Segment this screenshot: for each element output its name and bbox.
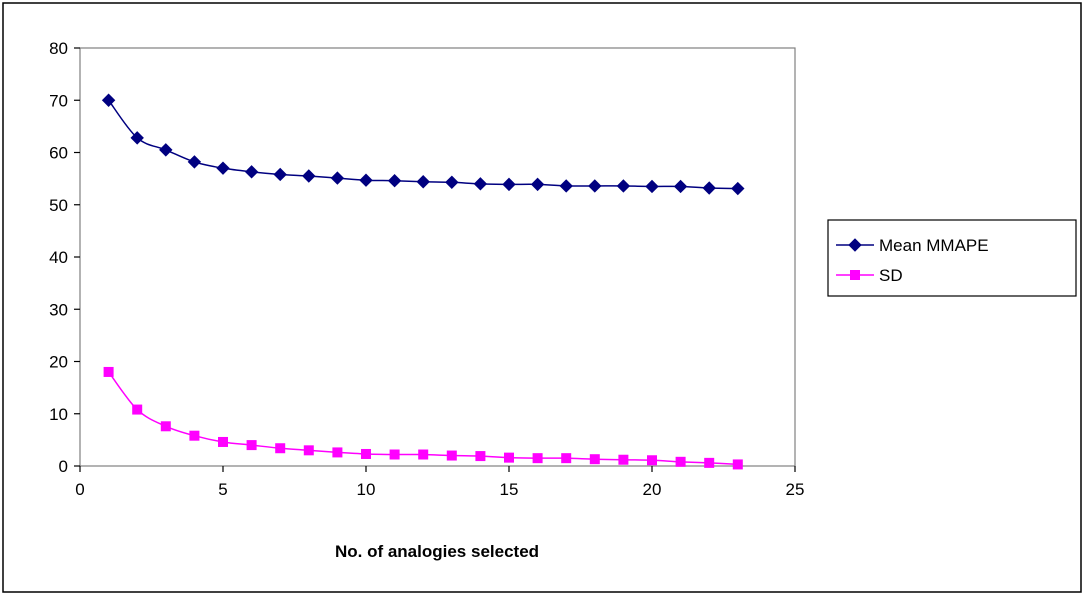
data-point-sd: [275, 443, 286, 454]
data-point-mean-mmape: [616, 179, 631, 193]
series-sd: [103, 366, 743, 470]
x-axis-title: No. of analogies selected: [335, 542, 539, 561]
data-point-mean-mmape: [731, 181, 745, 196]
data-point-sd: [446, 450, 457, 461]
data-point-sd: [389, 449, 400, 460]
data-point-sd: [160, 421, 171, 432]
data-point-sd: [246, 440, 257, 451]
data-point-mean-mmape: [445, 175, 459, 189]
data-point-mean-mmape: [702, 181, 716, 195]
legend-item-mean-mmape: Mean MMAPE: [836, 236, 989, 255]
data-point-mean-mmape: [187, 155, 202, 169]
data-point-mean-mmape: [130, 131, 144, 145]
data-point-mean-mmape: [159, 143, 173, 157]
data-point-mean-mmape: [473, 177, 488, 191]
data-point-sd: [561, 453, 572, 464]
data-point-sd: [732, 459, 743, 470]
legend-label-sd: SD: [879, 266, 903, 285]
data-point-sd: [103, 366, 114, 377]
legend-label-mean-mmape: Mean MMAPE: [879, 236, 989, 255]
y-tick-label: 40: [49, 248, 68, 267]
data-point-sd: [132, 404, 143, 415]
legend-marker-sd: [850, 270, 860, 280]
data-point-sd: [475, 451, 486, 462]
data-point-mean-mmape: [359, 173, 373, 187]
data-point-mean-mmape: [530, 177, 545, 192]
x-axis: 0 5 10 15 20 25: [75, 466, 804, 499]
data-point-mean-mmape: [330, 171, 345, 185]
data-point-mean-mmape: [502, 177, 516, 192]
y-tick-label: 70: [49, 91, 68, 110]
data-point-sd: [418, 449, 429, 460]
data-point-mean-mmape: [645, 179, 659, 194]
data-point-sd: [218, 436, 228, 447]
data-point-mean-mmape: [302, 169, 316, 183]
y-tick-label: 80: [49, 39, 68, 58]
legend-marker-mean-mmape: [848, 238, 862, 252]
data-point-mean-mmape: [101, 93, 116, 107]
data-point-sd: [618, 454, 629, 465]
data-point-sd: [704, 457, 715, 468]
data-point-mean-mmape: [216, 161, 230, 175]
data-point-mean-mmape: [416, 175, 430, 189]
x-tick-label: 20: [643, 480, 662, 499]
data-point-sd: [189, 430, 200, 441]
data-point-mean-mmape: [244, 165, 259, 179]
data-point-sd: [504, 452, 514, 463]
data-point-mean-mmape: [387, 174, 402, 188]
y-tick-label: 50: [49, 196, 68, 215]
x-tick-label: 10: [357, 480, 376, 499]
data-point-sd: [361, 448, 371, 459]
data-point-mean-mmape: [273, 167, 287, 182]
legend-item-sd: SD: [836, 266, 903, 285]
y-tick-label: 10: [49, 405, 68, 424]
data-point-mean-mmape: [588, 179, 602, 193]
y-axis: 0 10 20 30 40 50 60 70 80: [49, 39, 80, 476]
data-point-sd: [647, 455, 657, 466]
x-tick-label: 0: [75, 480, 84, 499]
x-tick-label: 15: [500, 480, 519, 499]
x-tick-label: 5: [218, 480, 227, 499]
data-point-mean-mmape: [559, 179, 573, 193]
series-mean-mmape: [101, 93, 745, 196]
data-point-sd: [589, 454, 600, 465]
y-tick-label: 60: [49, 144, 68, 163]
data-point-sd: [675, 456, 686, 467]
data-point-mean-mmape: [673, 179, 688, 194]
y-tick-label: 0: [59, 457, 68, 476]
data-point-sd: [332, 447, 343, 458]
data-point-sd: [303, 445, 314, 456]
x-tick-label: 25: [786, 480, 805, 499]
legend-box: [827, 219, 1077, 297]
data-point-sd: [532, 453, 543, 464]
legend: Mean MMAPE SD: [827, 219, 1077, 297]
series-layer: [101, 93, 745, 470]
plot-area: [79, 47, 796, 467]
y-tick-label: 30: [49, 300, 68, 319]
y-tick-label: 20: [49, 353, 68, 372]
